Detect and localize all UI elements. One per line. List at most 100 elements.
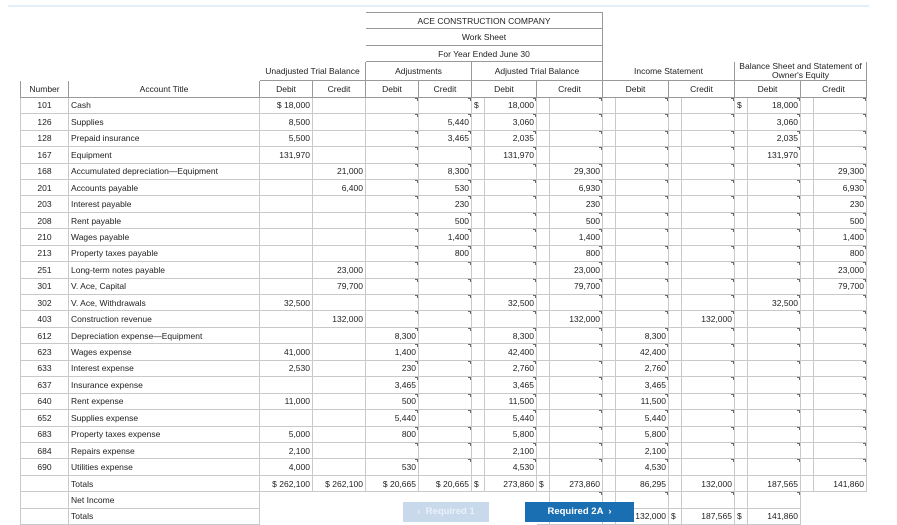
adjustments-debit-input[interactable]: 1,400 <box>365 343 419 361</box>
adjusted-credit-input[interactable] <box>549 146 603 164</box>
income-credit-input[interactable] <box>681 376 735 394</box>
adjustments-debit-input[interactable] <box>365 293 419 312</box>
balance-credit-input[interactable] <box>813 113 867 131</box>
adjustments-debit-input[interactable]: 5,440 <box>365 409 419 427</box>
income-debit-input[interactable] <box>615 310 669 328</box>
balance-credit-input[interactable] <box>813 376 867 394</box>
income-credit-input[interactable] <box>681 146 735 164</box>
balance-debit-input[interactable] <box>747 458 801 476</box>
adjusted-credit-input[interactable]: 800 <box>549 244 603 263</box>
adjusted-debit-input[interactable]: 42,400 <box>484 343 537 361</box>
income-credit-input[interactable] <box>681 96 735 115</box>
income-credit-input[interactable] <box>681 129 735 148</box>
adjusted-credit-input[interactable]: 500 <box>549 211 603 230</box>
adjustments-credit-input[interactable] <box>418 359 472 378</box>
income-debit-input[interactable]: 8,300 <box>615 326 669 345</box>
balance-credit-input[interactable]: 23,000 <box>813 261 867 279</box>
adjustments-credit-input[interactable] <box>418 96 472 115</box>
adjusted-debit-input[interactable] <box>484 195 537 213</box>
adjustments-debit-input[interactable] <box>365 96 419 115</box>
adjustments-credit-input[interactable] <box>418 409 472 427</box>
income-debit-input[interactable] <box>615 195 669 213</box>
balance-debit-input[interactable]: 32,500 <box>747 293 801 312</box>
balance-debit-input[interactable] <box>747 211 801 230</box>
balance-debit-input[interactable] <box>747 162 801 180</box>
income-credit-input[interactable] <box>681 326 735 345</box>
balance-debit-input[interactable] <box>747 441 801 460</box>
adjusted-debit-input[interactable]: 8,300 <box>484 326 537 345</box>
adjusted-debit-input[interactable]: 3,060 <box>484 113 537 131</box>
balance-credit-input[interactable]: 29,300 <box>813 162 867 180</box>
income-credit-input[interactable] <box>681 425 735 443</box>
next-required-button[interactable]: Required 2A › <box>525 502 634 522</box>
income-credit-input[interactable] <box>681 458 735 476</box>
balance-debit-input[interactable] <box>747 178 801 197</box>
adjustments-debit-input[interactable] <box>365 310 419 328</box>
income-debit-input[interactable] <box>615 244 669 263</box>
balance-credit-input[interactable] <box>813 392 867 411</box>
balance-debit-input[interactable]: 131,970 <box>747 146 801 164</box>
income-debit-input[interactable] <box>615 96 669 115</box>
adjusted-credit-input[interactable] <box>549 293 603 312</box>
adjustments-credit-input[interactable] <box>418 293 472 312</box>
balance-credit-input[interactable] <box>813 441 867 460</box>
adjustments-credit-input[interactable]: 1,400 <box>418 228 472 246</box>
balance-credit-input[interactable] <box>813 293 867 312</box>
balance-debit-input[interactable] <box>747 392 801 411</box>
adjusted-credit-input[interactable]: 23,000 <box>549 261 603 279</box>
balance-credit-input[interactable] <box>813 146 867 164</box>
adjustments-credit-input[interactable]: 530 <box>418 178 472 197</box>
balance-credit-input[interactable]: 230 <box>813 195 867 213</box>
income-debit-input[interactable] <box>615 293 669 312</box>
adjusted-debit-input[interactable]: 32,500 <box>484 293 537 312</box>
adjusted-credit-input[interactable]: 6,930 <box>549 178 603 197</box>
adjustments-credit-input[interactable] <box>418 425 472 443</box>
adjusted-debit-input[interactable]: 3,465 <box>484 376 537 394</box>
balance-credit-input[interactable] <box>813 359 867 378</box>
balance-debit-input[interactable] <box>747 228 801 246</box>
income-debit-input[interactable] <box>615 178 669 197</box>
income-credit-input[interactable] <box>681 178 735 197</box>
adjustments-debit-input[interactable] <box>365 195 419 213</box>
adjustments-credit-input[interactable] <box>418 376 472 394</box>
adjusted-debit-input[interactable]: 5,440 <box>484 409 537 427</box>
balance-debit-input[interactable] <box>747 277 801 296</box>
income-debit-input[interactable] <box>615 211 669 230</box>
adjusted-debit-input[interactable]: 2,760 <box>484 359 537 378</box>
balance-debit-input[interactable]: 18,000 <box>747 96 801 115</box>
balance-debit-input[interactable] <box>747 425 801 443</box>
adjustments-credit-input[interactable] <box>418 326 472 345</box>
income-debit-input[interactable] <box>615 129 669 148</box>
adjustments-credit-input[interactable]: 230 <box>418 195 472 213</box>
income-debit-input[interactable]: 5,440 <box>615 409 669 427</box>
balance-credit-input[interactable]: 800 <box>813 244 867 263</box>
adjustments-credit-input[interactable] <box>418 146 472 164</box>
balance-credit-input[interactable] <box>813 409 867 427</box>
income-credit-input[interactable] <box>681 211 735 230</box>
income-debit-input[interactable]: 5,800 <box>615 425 669 443</box>
adjustments-debit-input[interactable]: 230 <box>365 359 419 378</box>
income-debit-input[interactable]: 11,500 <box>615 392 669 411</box>
adjusted-credit-input[interactable]: 230 <box>549 195 603 213</box>
adjusted-debit-input[interactable] <box>484 277 537 296</box>
income-credit-input[interactable] <box>681 392 735 411</box>
adjusted-debit-input[interactable] <box>484 162 537 180</box>
balance-debit-input[interactable] <box>747 359 801 378</box>
balance-debit-input[interactable] <box>747 195 801 213</box>
income-credit-input[interactable] <box>681 113 735 131</box>
income-debit-input[interactable]: 42,400 <box>615 343 669 361</box>
income-credit-input[interactable] <box>681 441 735 460</box>
adjusted-debit-input[interactable]: 131,970 <box>484 146 537 164</box>
balance-debit-input[interactable]: 3,060 <box>747 113 801 131</box>
adjustments-debit-input[interactable] <box>365 113 419 131</box>
adjustments-debit-input[interactable]: 800 <box>365 425 419 443</box>
balance-credit-input[interactable] <box>813 458 867 476</box>
adjusted-debit-input[interactable] <box>484 244 537 263</box>
income-debit-input[interactable]: 3,465 <box>615 376 669 394</box>
balance-credit-net-input[interactable] <box>747 491 801 509</box>
adjusted-credit-input[interactable] <box>549 392 603 411</box>
income-debit-input[interactable]: 2,100 <box>615 441 669 460</box>
adjusted-credit-input[interactable]: 132,000 <box>549 310 603 328</box>
income-credit-input[interactable] <box>681 244 735 263</box>
adjusted-credit-input[interactable] <box>549 409 603 427</box>
